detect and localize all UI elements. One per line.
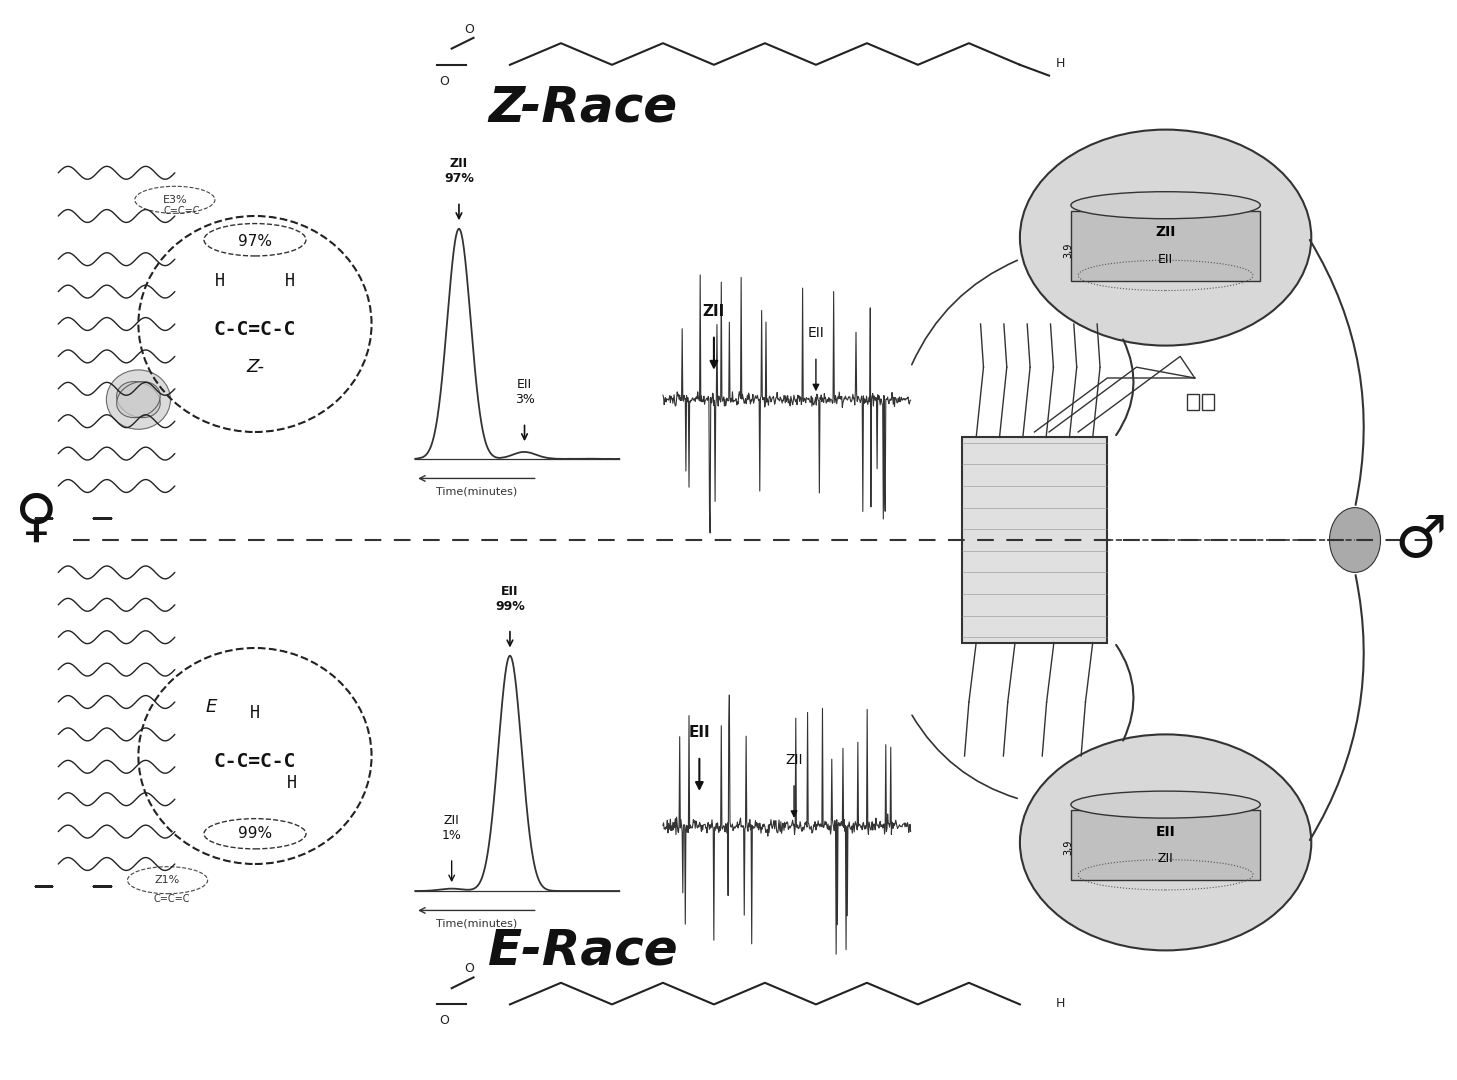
Text: O: O: [440, 1014, 449, 1027]
Text: Z-Race: Z-Race: [488, 84, 678, 132]
Text: ZII
1%: ZII 1%: [441, 814, 462, 842]
Text: H      H: H H: [216, 272, 294, 289]
Ellipse shape: [1071, 191, 1260, 218]
Text: 3,9: 3,9: [1064, 840, 1072, 855]
Text: Z1%: Z1%: [154, 875, 181, 886]
Text: Time(minutes): Time(minutes): [436, 919, 517, 929]
Text: EII: EII: [1155, 825, 1176, 838]
Text: C=C=C: C=C=C: [163, 206, 201, 216]
Text: E-Race: E-Race: [488, 927, 678, 974]
Text: ZII
97%: ZII 97%: [444, 158, 474, 186]
Ellipse shape: [1071, 791, 1260, 819]
FancyArrowPatch shape: [1310, 576, 1364, 840]
Text: ZII: ZII: [785, 753, 803, 767]
Text: EII: EII: [1158, 253, 1173, 266]
FancyBboxPatch shape: [962, 437, 1107, 643]
Text: 99%: 99%: [237, 826, 272, 841]
Text: ♂: ♂: [1394, 512, 1447, 568]
Ellipse shape: [1329, 508, 1380, 572]
Text: ZII: ZII: [1158, 852, 1173, 865]
Text: O: O: [465, 23, 474, 36]
Text: O: O: [440, 75, 449, 87]
Bar: [1187, 394, 1199, 410]
Text: ZII: ZII: [702, 303, 726, 319]
Text: EII
99%: EII 99%: [495, 584, 525, 612]
Text: C-C=C-C: C-C=C-C: [214, 320, 296, 339]
Circle shape: [1020, 130, 1311, 346]
Text: H: H: [251, 704, 259, 721]
Text: EII: EII: [807, 326, 825, 340]
FancyBboxPatch shape: [1071, 211, 1260, 281]
Text: EII
3%: EII 3%: [514, 378, 535, 406]
Text: C-C=C-C: C-C=C-C: [214, 752, 296, 771]
Text: E: E: [205, 699, 217, 716]
Text: H: H: [287, 774, 296, 792]
Text: ♀: ♀: [15, 490, 58, 546]
Text: Time(minutes): Time(minutes): [436, 487, 517, 497]
FancyBboxPatch shape: [1071, 810, 1260, 880]
Text: O: O: [465, 962, 474, 975]
Text: Z-: Z-: [246, 359, 264, 376]
Text: ZII: ZII: [1155, 226, 1176, 239]
Text: H: H: [1056, 57, 1065, 70]
Text: EII: EII: [689, 725, 710, 740]
Ellipse shape: [117, 381, 160, 418]
Bar: [1202, 394, 1214, 410]
Ellipse shape: [117, 381, 160, 418]
Text: E3%: E3%: [163, 194, 186, 205]
Text: C=C=C: C=C=C: [153, 894, 191, 904]
Ellipse shape: [106, 369, 170, 430]
Text: 97%: 97%: [237, 234, 272, 249]
Text: 3,9: 3,9: [1064, 243, 1072, 258]
FancyArrowPatch shape: [1310, 240, 1364, 504]
Text: H: H: [1056, 997, 1065, 1010]
Circle shape: [1020, 734, 1311, 950]
